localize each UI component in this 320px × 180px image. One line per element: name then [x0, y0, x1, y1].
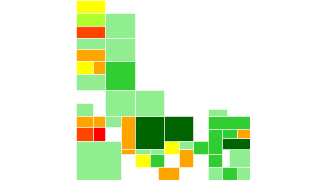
Polygon shape	[237, 167, 250, 180]
Polygon shape	[76, 38, 105, 49]
Polygon shape	[76, 13, 105, 26]
Polygon shape	[105, 38, 135, 61]
Polygon shape	[105, 90, 135, 116]
Polygon shape	[76, 127, 93, 141]
Polygon shape	[121, 116, 135, 149]
Polygon shape	[135, 116, 164, 149]
Polygon shape	[76, 61, 93, 74]
Polygon shape	[208, 154, 222, 167]
Polygon shape	[208, 167, 222, 180]
Polygon shape	[76, 141, 121, 180]
Polygon shape	[158, 167, 179, 180]
Polygon shape	[76, 49, 105, 61]
Polygon shape	[208, 116, 250, 129]
Polygon shape	[105, 13, 135, 38]
Polygon shape	[135, 149, 150, 154]
Polygon shape	[237, 129, 250, 138]
Polygon shape	[105, 61, 135, 90]
Polygon shape	[164, 116, 193, 149]
Polygon shape	[93, 116, 105, 127]
Polygon shape	[208, 109, 228, 116]
Polygon shape	[76, 74, 105, 90]
Polygon shape	[229, 149, 250, 167]
Polygon shape	[76, 0, 105, 13]
Polygon shape	[222, 129, 237, 138]
Polygon shape	[76, 26, 105, 38]
Polygon shape	[222, 138, 250, 154]
Polygon shape	[208, 129, 222, 154]
Polygon shape	[150, 154, 164, 167]
Polygon shape	[193, 141, 222, 154]
Polygon shape	[135, 154, 158, 167]
Polygon shape	[76, 116, 93, 127]
Polygon shape	[135, 90, 164, 116]
Polygon shape	[179, 141, 193, 149]
Polygon shape	[164, 141, 179, 154]
Polygon shape	[93, 127, 105, 141]
Polygon shape	[222, 167, 250, 180]
Polygon shape	[93, 61, 105, 74]
Polygon shape	[179, 149, 193, 167]
Polygon shape	[150, 149, 164, 154]
Polygon shape	[76, 103, 93, 116]
Polygon shape	[121, 149, 135, 154]
Polygon shape	[105, 116, 121, 127]
